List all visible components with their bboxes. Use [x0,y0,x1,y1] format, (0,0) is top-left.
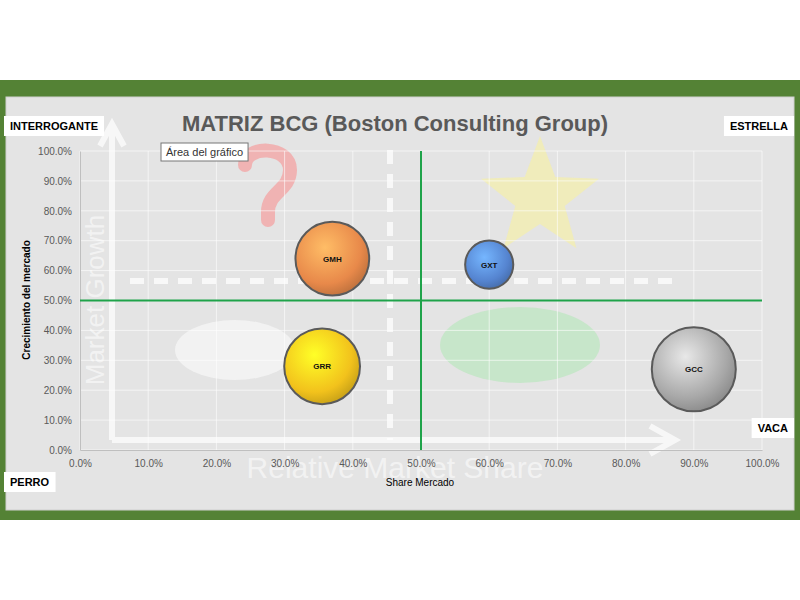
outer-frame [0,80,800,520]
tick: 90.0% [44,176,80,187]
reference-line-y [80,300,762,302]
dog-icon [175,320,295,380]
grid-line-y [80,300,762,301]
tick-label: 0.0% [69,458,92,469]
tick: 0.0% [49,445,80,456]
quadrant-box [4,116,104,136]
tick: 60.0% [44,265,80,276]
tick: 90.0% [680,450,708,469]
tick: 60.0% [476,450,504,469]
watermark-arrows [100,124,675,454]
tooltip: Área del gráfico [161,143,248,161]
tick-label: 30.0% [271,458,299,469]
tick-label: 0.0% [49,445,72,456]
tick: 30.0% [271,450,299,469]
bubble-label: GCC [685,365,703,374]
tick-label: 20.0% [203,458,231,469]
chart: Relative Market ShareMarket Growth0.0%10… [0,0,800,600]
tick-label: 50.0% [407,458,435,469]
tick: 80.0% [612,450,640,469]
bubble-label: GRR [313,362,331,371]
grid [80,151,762,450]
y-axis-title: Crecimiento del mercado [21,240,32,359]
star-icon [481,136,599,248]
chart-area [6,97,794,510]
quadrant-label: VACA [752,418,794,438]
background-decoration [100,124,675,454]
bubble [465,241,513,289]
quadrant-text: VACA [758,422,788,434]
tick: 80.0% [44,206,80,217]
watermark-cross [130,150,672,440]
bubble [284,328,360,404]
tick: 40.0% [44,325,80,336]
tick-label: 10.0% [135,458,163,469]
question-icon [245,151,290,220]
bubbles [284,222,736,412]
quadrant-label: ESTRELLA [724,116,794,136]
quadrant-box [752,418,794,438]
tick: 70.0% [44,235,80,246]
bubble-labels: GMH GXT GRR GCC [313,255,703,375]
tick-label: 100.0% [746,458,780,469]
title: MATRIZ BCG (Boston Consulting Group) [182,111,608,136]
cow-icon [440,307,600,383]
tick-label: 20.0% [44,385,72,396]
x-axis: 0.0% 10.0% 20.0% 30.0% 40.0% 50.0% 60.0% 70.0% 8… [69,450,779,469]
quadrant-text: PERRO [10,476,50,488]
tick-label: 90.0% [680,458,708,469]
tick-label: 80.0% [612,458,640,469]
quadrant-label: PERRO [4,472,56,492]
y-axis: 0.0% 10.0% 20.0% 30.0% 40.0% 50.0% 60.0% 70.0% 8… [38,146,80,456]
quadrant-label: INTERROGANTE [4,116,104,136]
tick: 10.0% [135,450,163,469]
bubble [295,222,369,296]
tick: 70.0% [544,450,572,469]
bubble-label: GMH [323,255,342,264]
tick-label: 10.0% [44,415,72,426]
tick-label: 70.0% [544,458,572,469]
x-axis-title: Share Mercado [386,477,455,488]
tick: 40.0% [339,450,367,469]
quadrant-box [4,472,56,492]
tick-label: 50.0% [44,295,72,306]
tick: 50.0% [44,295,80,306]
tick: 100.0% [38,146,80,157]
quadrant-box [724,116,794,136]
quadrant-text: INTERROGANTE [10,120,98,132]
tick: 30.0% [44,355,80,366]
quadrant-text: ESTRELLA [730,120,788,132]
tick: 10.0% [44,415,80,426]
tick: 50.0% [407,450,435,469]
bubble-label: GXT [481,261,498,270]
tick-label: 60.0% [44,265,72,276]
tick: 0.0% [69,450,92,469]
tick-label: 80.0% [44,206,72,217]
tick-label: 40.0% [339,458,367,469]
tooltip-text: Área del gráfico [166,146,243,158]
tick-label: 30.0% [44,355,72,366]
tick-label: 60.0% [476,458,504,469]
axis-line [81,450,763,451]
tooltip-box [161,143,248,161]
tick-label: 90.0% [44,176,72,187]
tick: 20.0% [203,450,231,469]
bubble [652,327,736,411]
tick: 20.0% [44,385,80,396]
tick-label: 70.0% [44,235,72,246]
tick-label: 40.0% [44,325,72,336]
tick-label: 100.0% [38,146,72,157]
tick: 100.0% [746,450,780,469]
